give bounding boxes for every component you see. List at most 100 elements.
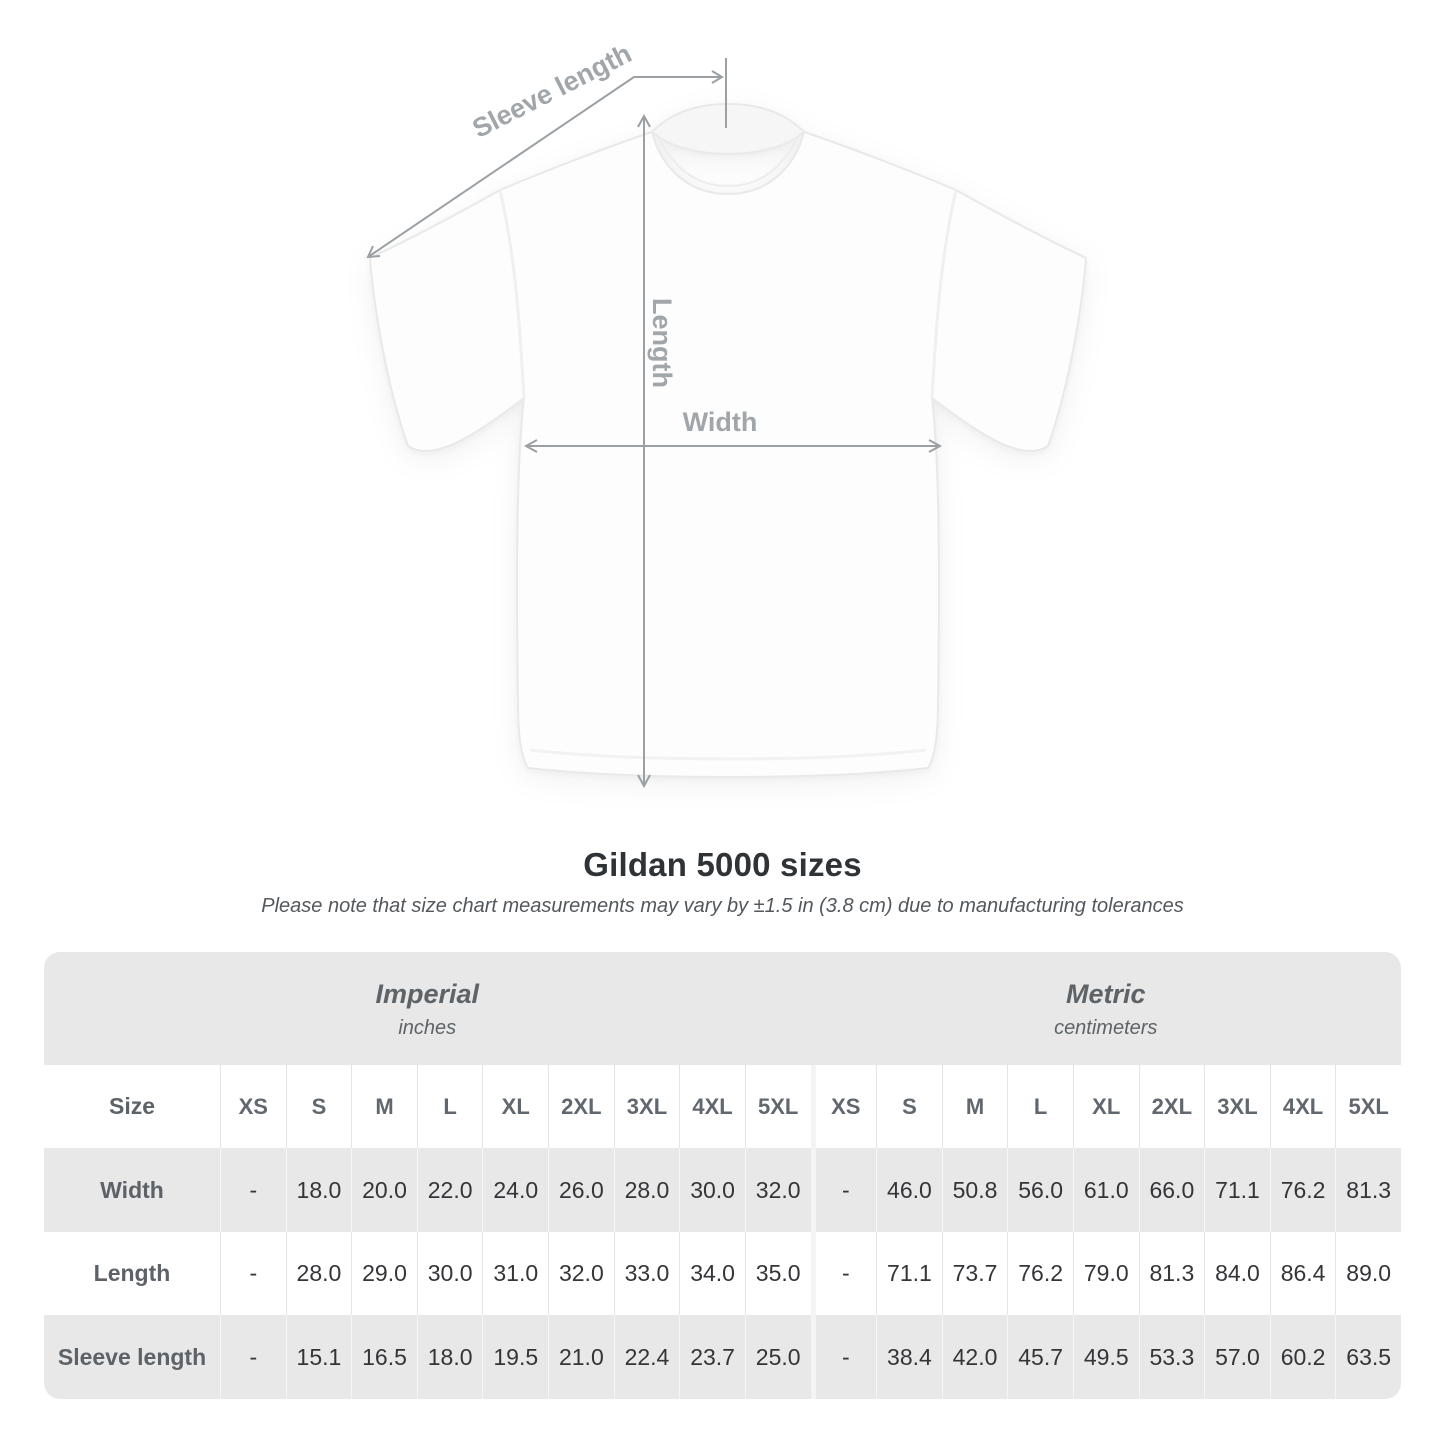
table-cell: 71.1 (876, 1232, 942, 1315)
table-cell: 46.0 (876, 1148, 942, 1232)
length-arrow (637, 113, 651, 789)
table-row-length: Length - 28.0 29.0 30.0 31.0 32.0 33.0 3… (44, 1232, 1401, 1315)
table-cell: 24.0 (482, 1148, 548, 1232)
table-cell: 21.0 (548, 1315, 614, 1399)
size-header: 3XL (613, 1065, 680, 1148)
table-cell: 81.3 (1335, 1148, 1401, 1232)
table-cell: 76.2 (1007, 1232, 1073, 1315)
size-header: M (941, 1065, 1008, 1148)
table-cell: 86.4 (1269, 1232, 1336, 1315)
size-header: XS (220, 1065, 286, 1148)
table-cell: 89.0 (1335, 1232, 1401, 1315)
table-cell: 35.0 (744, 1232, 811, 1315)
sleeve-length-arrow (366, 58, 727, 259)
size-header: 3XL (1204, 1065, 1270, 1148)
table-cell: 29.0 (351, 1232, 417, 1315)
imperial-label: Imperial (375, 979, 480, 1009)
size-header: S (876, 1065, 942, 1148)
row-label: Length (93, 1260, 171, 1286)
size-header: XL (482, 1065, 548, 1148)
length-label: Length (647, 298, 677, 388)
size-header: L (1007, 1065, 1073, 1148)
table-cell: - (220, 1232, 286, 1315)
table-cell: 45.7 (1007, 1315, 1073, 1399)
row-label: Width (100, 1176, 164, 1203)
table-cell: - (810, 1232, 877, 1315)
table-cell: 18.0 (416, 1315, 483, 1399)
table-cell: 42.0 (941, 1315, 1008, 1399)
size-header: XL (1072, 1065, 1139, 1148)
table-cell: 32.0 (548, 1232, 614, 1315)
shirt-diagram: Sleeve length Length Width (366, 38, 1088, 789)
table-cell: 30.0 (416, 1232, 483, 1315)
table-cell: 22.0 (416, 1148, 483, 1232)
table-cell: 26.0 (548, 1148, 614, 1232)
table-cell: 25.0 (744, 1315, 811, 1399)
size-header: 2XL (548, 1065, 614, 1148)
table-cell: 49.5 (1072, 1315, 1139, 1399)
table-cell: - (220, 1148, 286, 1232)
table-cell: 20.0 (351, 1148, 417, 1232)
width-label: Width (683, 407, 758, 437)
table-cell: - (810, 1148, 877, 1232)
row-label: Sleeve length (57, 1343, 207, 1370)
table-cell: 22.4 (613, 1315, 680, 1399)
table-cell: 84.0 (1204, 1232, 1270, 1315)
table-cell: 32.0 (744, 1148, 811, 1232)
size-table: Imperial inches Metric centimeters Size … (44, 952, 1401, 1399)
table-cell: 71.1 (1204, 1148, 1270, 1232)
table-cell: 15.1 (285, 1315, 352, 1399)
size-header: 5XL (1335, 1065, 1401, 1148)
table-cell: 56.0 (1007, 1148, 1073, 1232)
size-header: 5XL (744, 1065, 811, 1148)
table-cell: 76.2 (1269, 1148, 1336, 1232)
table-cell: 28.0 (613, 1148, 680, 1232)
heading-block: Gildan 5000 sizes Please note that size … (0, 846, 1445, 918)
page-title: Gildan 5000 sizes (583, 846, 862, 883)
table-cell: 60.2 (1269, 1315, 1336, 1399)
table-cell: 28.0 (285, 1232, 352, 1315)
table-row-width: Width - 18.0 20.0 22.0 24.0 26.0 28.0 30… (44, 1148, 1401, 1232)
collar (650, 102, 806, 156)
table-cell: 23.7 (679, 1315, 745, 1399)
size-header: 4XL (1269, 1065, 1336, 1148)
table-header-row: Size XS S M L XL 2XL 3XL 4XL 5XL XS S M … (44, 1065, 1401, 1148)
sleeve-length-label: Sleeve length (468, 38, 637, 144)
table-cell: 66.0 (1138, 1148, 1205, 1232)
size-header: S (285, 1065, 352, 1148)
table-cell: 53.3 (1138, 1315, 1205, 1399)
size-column-header: Size (108, 1093, 156, 1119)
table-cell: 79.0 (1072, 1232, 1139, 1315)
table-cell: - (220, 1315, 286, 1399)
unit-band: Imperial inches Metric centimeters (44, 952, 1401, 1065)
table-cell: 18.0 (285, 1148, 352, 1232)
table-row-sleeve-length: Sleeve length - 15.1 16.5 18.0 19.5 21.0… (44, 1315, 1401, 1399)
imperial-sublabel: inches (398, 1017, 457, 1039)
table-cell: 31.0 (482, 1232, 548, 1315)
metric-label: Metric (1065, 979, 1146, 1009)
table-cell: 50.8 (941, 1148, 1008, 1232)
table-cell: 57.0 (1204, 1315, 1270, 1399)
table-cell: 33.0 (613, 1232, 680, 1315)
size-header: L (416, 1065, 483, 1148)
table-cell: 38.4 (876, 1315, 942, 1399)
unit-group-metric: Metric centimeters (811, 952, 1402, 1065)
table-cell: 81.3 (1138, 1232, 1205, 1315)
tshirt-illustration (368, 102, 1088, 778)
size-header: M (351, 1065, 417, 1148)
metric-sublabel: centimeters (1054, 1017, 1158, 1039)
table-cell: - (810, 1315, 877, 1399)
table-cell: 63.5 (1335, 1315, 1401, 1399)
table-cell: 16.5 (351, 1315, 417, 1399)
page-subtitle: Please note that size chart measurements… (261, 895, 1184, 917)
unit-group-imperial: Imperial inches (44, 952, 811, 1065)
width-arrow (523, 439, 943, 453)
table-cell: 30.0 (679, 1148, 745, 1232)
size-header: 4XL (679, 1065, 745, 1148)
table-cell: 73.7 (941, 1232, 1008, 1315)
table-cell: 61.0 (1072, 1148, 1139, 1232)
table-cell: 19.5 (482, 1315, 548, 1399)
size-header: XS (810, 1065, 877, 1148)
size-header: 2XL (1138, 1065, 1205, 1148)
